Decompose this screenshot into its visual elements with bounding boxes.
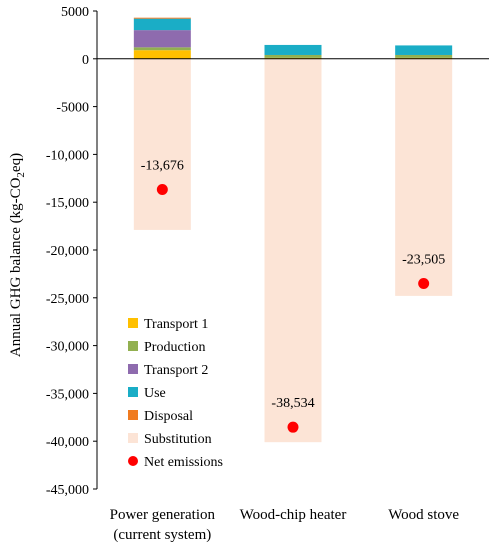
x-category-label: (current system)	[113, 527, 211, 543]
legend-label: Disposal	[144, 409, 193, 424]
legend-label: Transport 2	[144, 363, 208, 378]
bar-use-2	[395, 45, 453, 55]
legend-label: Use	[144, 386, 166, 401]
x-category-label: Power generation	[110, 507, 216, 523]
bar-substitution-0	[133, 58, 191, 230]
bar-production-0	[133, 47, 191, 51]
y-tick-label: 0	[82, 53, 89, 68]
y-tick-label: -40,000	[46, 435, 89, 450]
y-tick-label: -45,000	[46, 483, 89, 498]
net-emission-data-label: -23,505	[402, 253, 445, 268]
legend-swatch	[128, 318, 138, 328]
net-emission-point	[156, 184, 168, 196]
net-emission-point	[287, 421, 299, 433]
x-category-label: Wood-chip heater	[240, 507, 347, 523]
bar-transport-2-0	[133, 30, 191, 48]
legend-label: Substitution	[144, 432, 212, 447]
y-tick-label: -20,000	[46, 244, 89, 259]
legend-label: Production	[144, 340, 205, 355]
legend-label: Net emissions	[144, 455, 223, 470]
net-emission-data-label: -38,534	[271, 396, 314, 411]
legend-swatch	[128, 410, 138, 420]
net-emission-data-label: -13,676	[141, 159, 184, 174]
bar-use-1	[264, 44, 322, 55]
legend-swatch	[128, 341, 138, 351]
y-tick-label: 5000	[61, 5, 89, 20]
bar-disposal-0	[133, 17, 191, 19]
bar-use-0	[133, 18, 191, 31]
x-category-label: Wood stove	[388, 507, 459, 523]
legend-swatch	[128, 387, 138, 397]
y-tick-label: -5000	[56, 101, 89, 116]
bar-substitution-1	[264, 58, 322, 443]
legend-swatch	[128, 433, 138, 443]
y-tick-label: -25,000	[46, 292, 89, 307]
bar-substitution-2	[395, 58, 453, 296]
legend-label: Transport 1	[144, 317, 208, 332]
y-tick-label: -30,000	[46, 340, 89, 355]
bar-production-2	[395, 54, 453, 58]
y-tick-label: -10,000	[46, 148, 89, 163]
y-tick-label: -15,000	[46, 196, 89, 211]
y-tick-label: -35,000	[46, 387, 89, 402]
bar-production-1	[264, 54, 322, 58]
legend-marker	[128, 456, 138, 466]
y-axis-title: Annual GHG balance (kg-CO2eq)	[8, 153, 27, 357]
bar-transport-1-0	[133, 50, 191, 59]
net-emission-point	[418, 278, 430, 290]
legend-swatch	[128, 364, 138, 374]
